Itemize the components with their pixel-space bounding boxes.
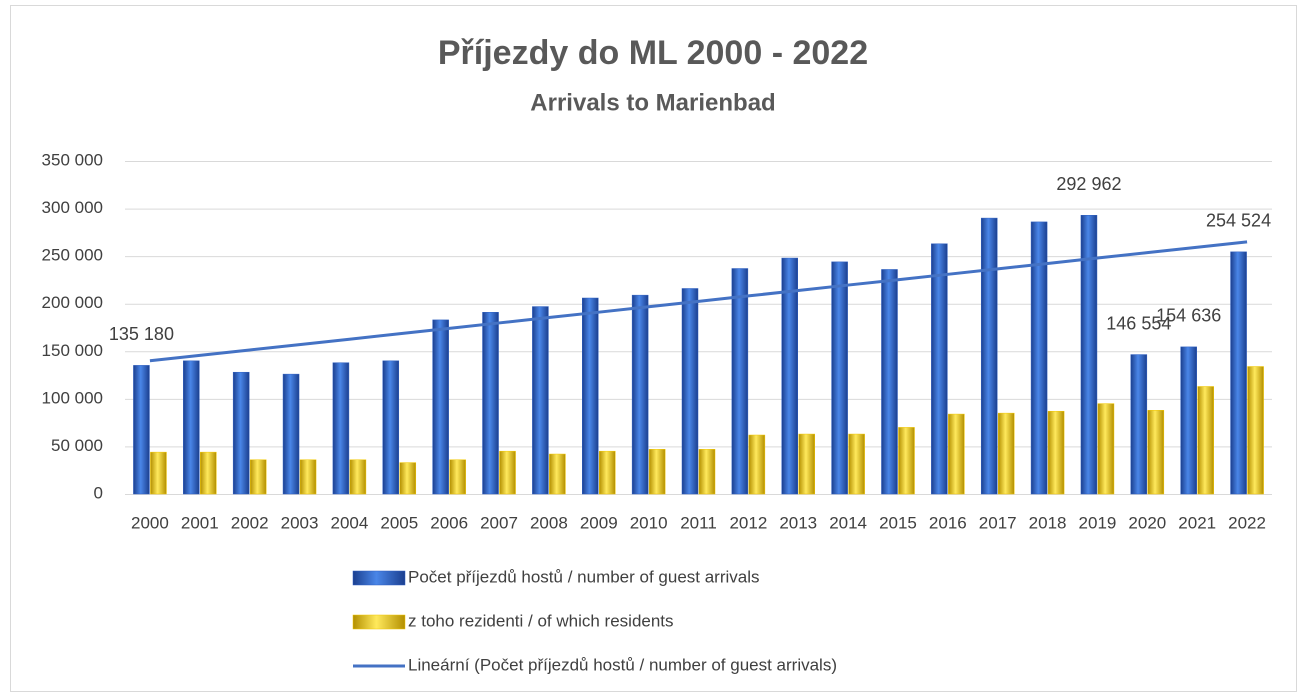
bar — [532, 306, 549, 495]
x-tick-label: 2005 — [380, 513, 418, 532]
y-tick-label: 50 000 — [51, 436, 103, 455]
bar — [349, 459, 367, 495]
bar — [133, 365, 150, 495]
bar — [1197, 386, 1214, 495]
bar — [582, 297, 599, 495]
bar — [200, 451, 217, 495]
y-tick-label: 300 000 — [42, 198, 103, 217]
bar — [898, 427, 915, 495]
bar — [1230, 251, 1247, 495]
y-tick-label: 250 000 — [42, 246, 103, 265]
x-tick-label: 2016 — [929, 513, 967, 532]
bar — [1147, 410, 1165, 495]
bar — [681, 288, 699, 495]
bar — [1047, 410, 1065, 495]
x-tick-label: 2022 — [1228, 513, 1266, 532]
bar — [948, 413, 965, 495]
x-tick-label: 2003 — [281, 513, 319, 532]
x-tick-label: 2006 — [430, 513, 468, 532]
data-label: 292 962 — [1056, 174, 1121, 194]
x-tick-label: 2008 — [530, 513, 568, 532]
chart-title: Příjezdy do ML 2000 - 2022 — [438, 34, 868, 72]
bar — [1097, 403, 1115, 495]
bar — [150, 451, 167, 495]
bar — [881, 269, 898, 495]
data-label: 154 636 — [1156, 306, 1221, 326]
x-tick-label: 2017 — [979, 513, 1017, 532]
bar — [1080, 215, 1098, 495]
x-tick-label: 2010 — [630, 513, 668, 532]
x-tick-label: 2007 — [480, 513, 518, 532]
bar — [781, 257, 798, 495]
x-tick-label: 2004 — [330, 513, 368, 532]
bar — [499, 450, 516, 495]
x-tick-label: 2015 — [879, 513, 917, 532]
bar — [432, 319, 449, 495]
bar — [249, 459, 267, 495]
legend-swatch — [352, 614, 406, 630]
bar — [648, 449, 666, 495]
x-tick-label: 2011 — [680, 513, 717, 532]
bar — [997, 412, 1015, 495]
bar — [382, 360, 400, 495]
bar — [399, 462, 417, 495]
trend-line — [149, 240, 1248, 363]
bar — [449, 459, 466, 495]
bar — [931, 243, 948, 495]
legend-label: z toho rezidenti / of which residents — [408, 611, 674, 630]
y-tick-label: 350 000 — [42, 150, 103, 169]
bar — [798, 433, 815, 495]
bar — [980, 217, 998, 495]
legend-label: Počet příjezdů hostů / number of guest a… — [408, 567, 760, 586]
x-tick-label: 2009 — [580, 513, 618, 532]
x-tick-label: 2013 — [779, 513, 817, 532]
x-tick-label: 2018 — [1029, 513, 1067, 532]
bar — [232, 371, 250, 495]
bar — [549, 453, 566, 495]
legend-label: Lineární (Počet příjezdů hostů / number … — [408, 655, 837, 674]
data-label: 254 524 — [1206, 211, 1271, 231]
x-tick-label: 2020 — [1128, 513, 1166, 532]
bar — [848, 433, 865, 495]
y-tick-label: 0 — [94, 483, 103, 502]
data-label: 135 180 — [109, 324, 174, 344]
x-tick-label: 2000 — [131, 513, 169, 532]
bar — [1180, 346, 1197, 495]
x-tick-label: 2002 — [231, 513, 269, 532]
y-tick-label: 150 000 — [42, 341, 103, 360]
x-tick-label: 2012 — [729, 513, 767, 532]
bar — [1247, 366, 1264, 495]
bar — [299, 459, 317, 495]
bar — [831, 261, 848, 495]
x-tick-label: 2019 — [1079, 513, 1117, 532]
bar — [698, 449, 716, 495]
bar — [748, 434, 766, 495]
bar — [731, 268, 749, 495]
x-tick-label: 2014 — [829, 513, 867, 532]
bar — [282, 373, 300, 495]
bar — [1030, 221, 1048, 495]
y-tick-label: 100 000 — [42, 388, 103, 407]
legend-swatch — [352, 570, 406, 586]
y-tick-label: 200 000 — [42, 293, 103, 312]
bar — [482, 312, 499, 495]
bar — [631, 294, 649, 495]
x-tick-label: 2021 — [1178, 513, 1216, 532]
chart-subtitle: Arrivals to Marienbad — [530, 89, 775, 116]
bar — [183, 360, 200, 495]
x-tick-label: 2001 — [181, 513, 219, 532]
bar — [599, 450, 616, 495]
bar — [332, 362, 350, 495]
bar — [1130, 354, 1148, 495]
data-label: 146 554 — [1106, 313, 1171, 333]
